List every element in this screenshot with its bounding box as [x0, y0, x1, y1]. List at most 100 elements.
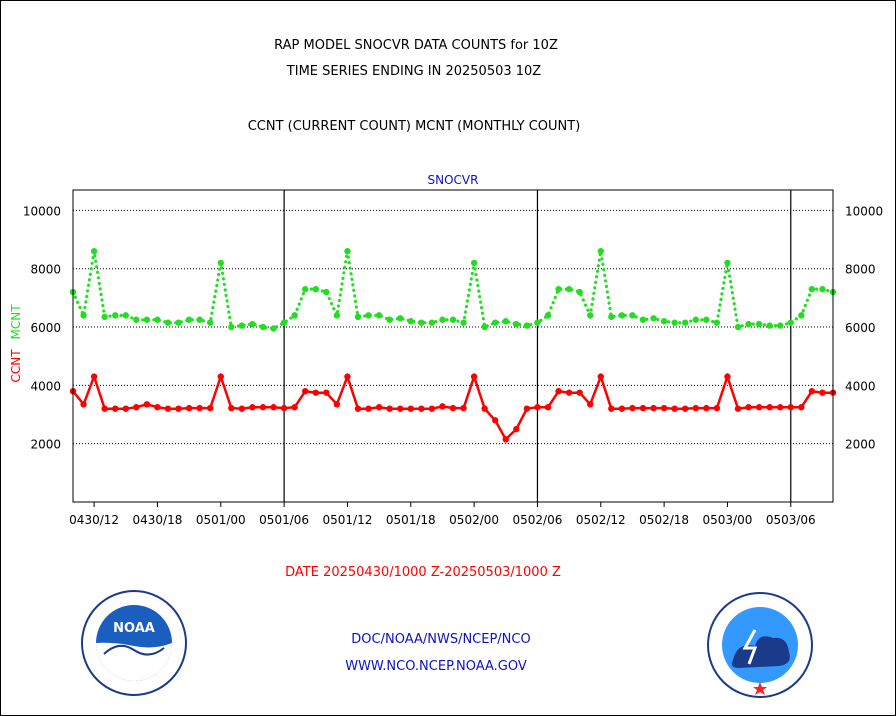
data-point-ccnt	[344, 373, 351, 380]
data-point-ccnt	[418, 405, 425, 412]
x-tick-label: 0501/12	[323, 513, 373, 527]
data-point-mcnt	[502, 318, 509, 325]
data-point-ccnt	[375, 404, 383, 411]
data-point-mcnt	[217, 259, 224, 267]
data-point-ccnt	[312, 389, 319, 396]
data-point-mcnt	[618, 312, 626, 319]
data-point-mcnt	[375, 312, 383, 319]
data-point-mcnt	[755, 320, 763, 328]
data-point-ccnt	[333, 401, 341, 408]
data-point-mcnt	[555, 285, 562, 293]
data-point-mcnt	[671, 319, 678, 326]
chart-description: CCNT (CURRENT COUNT) MCNT (MONTHLY COUNT…	[247, 119, 581, 134]
data-point-mcnt	[154, 316, 161, 323]
x-tick-label: 0501/06	[259, 513, 309, 527]
data-point-mcnt	[164, 319, 172, 326]
data-point-ccnt	[302, 387, 309, 395]
data-point-ccnt	[597, 373, 604, 380]
data-point-mcnt	[365, 312, 372, 319]
org-text: DOC/NOAA/NWS/NCEP/NCO	[351, 632, 531, 647]
data-point-ccnt	[682, 405, 689, 412]
data-point-ccnt	[576, 389, 583, 396]
data-point-ccnt	[481, 405, 488, 412]
data-point-mcnt	[565, 285, 573, 293]
data-point-ccnt	[397, 405, 404, 412]
data-point-mcnt	[587, 312, 594, 319]
data-point-ccnt	[808, 387, 816, 395]
data-point-mcnt	[397, 315, 404, 322]
data-point-ccnt	[492, 417, 499, 424]
data-point-ccnt	[587, 401, 594, 408]
y-axis-label-ccnt: CCNT	[9, 349, 23, 383]
data-point-mcnt	[280, 319, 288, 326]
data-point-ccnt	[365, 405, 372, 412]
data-point-ccnt	[787, 404, 794, 411]
data-point-ccnt	[703, 404, 710, 412]
data-point-ccnt	[618, 405, 626, 412]
x-tick-label: 0502/00	[449, 513, 499, 527]
data-point-mcnt	[354, 313, 362, 321]
data-point-ccnt	[122, 405, 129, 412]
y-tick-label-right: 6000	[845, 321, 876, 335]
data-point-ccnt	[724, 373, 731, 380]
data-point-mcnt	[492, 319, 499, 326]
data-point-ccnt	[439, 403, 446, 410]
website-link[interactable]: WWW.NCO.NCEP.NOAA.GOV	[345, 659, 527, 674]
y-tick-label-right: 10000	[845, 204, 883, 218]
x-tick-label: 0503/06	[766, 513, 816, 527]
data-point-mcnt	[544, 312, 552, 319]
data-point-mcnt	[724, 259, 731, 267]
x-tick-label: 0501/18	[386, 513, 436, 527]
data-point-ccnt	[819, 389, 826, 396]
data-point-mcnt	[777, 322, 784, 329]
data-point-ccnt	[101, 405, 108, 412]
x-tick-label: 0502/18	[639, 513, 689, 527]
data-point-ccnt	[386, 405, 393, 412]
data-point-mcnt	[713, 319, 721, 326]
data-point-mcnt	[185, 316, 193, 323]
data-point-mcnt	[819, 285, 826, 293]
data-point-mcnt	[196, 316, 203, 323]
noaa-logo-text: NOAA	[113, 621, 155, 636]
data-point-ccnt	[164, 405, 172, 412]
x-tick-label: 0502/12	[576, 513, 626, 527]
data-point-ccnt	[428, 405, 436, 412]
y-tick-label-left: 8000	[30, 263, 61, 277]
data-point-mcnt	[808, 285, 816, 293]
data-point-mcnt	[143, 316, 151, 323]
data-point-mcnt	[270, 325, 277, 332]
y-tick-label-right: 8000	[845, 263, 876, 277]
y-tick-label-left: 2000	[30, 438, 61, 452]
data-point-ccnt	[460, 404, 467, 412]
data-point-mcnt	[481, 323, 488, 331]
data-point-mcnt	[418, 319, 425, 326]
data-point-mcnt	[639, 316, 647, 323]
data-point-mcnt	[238, 322, 246, 329]
data-point-ccnt	[280, 404, 288, 412]
data-point-mcnt	[439, 316, 446, 323]
data-point-ccnt	[660, 404, 668, 412]
plot-area	[72, 189, 834, 503]
data-point-mcnt	[207, 319, 214, 326]
data-point-ccnt	[112, 405, 119, 412]
y-tick-label-right: 4000	[845, 379, 876, 393]
data-point-ccnt	[270, 404, 277, 411]
data-point-ccnt	[650, 404, 657, 412]
data-point-mcnt	[259, 323, 267, 331]
data-point-ccnt	[228, 404, 235, 412]
data-point-mcnt	[629, 312, 636, 319]
x-tick-label: 0430/12	[69, 513, 119, 527]
data-point-mcnt	[228, 323, 235, 331]
data-point-mcnt	[798, 312, 805, 319]
data-point-mcnt	[407, 318, 414, 325]
data-point-ccnt	[755, 404, 763, 411]
data-point-mcnt	[101, 313, 108, 321]
data-point-mcnt	[175, 319, 182, 326]
data-point-ccnt	[639, 404, 647, 412]
nws-logo-icon	[707, 592, 813, 698]
chart-title: RAP MODEL SNOCVR DATA COUNTS for 10Z	[274, 38, 558, 53]
y-tick-label-left: 10000	[23, 204, 61, 218]
data-point-ccnt	[513, 425, 520, 433]
data-point-ccnt	[544, 404, 552, 411]
y-tick-label-right: 2000	[845, 438, 876, 452]
